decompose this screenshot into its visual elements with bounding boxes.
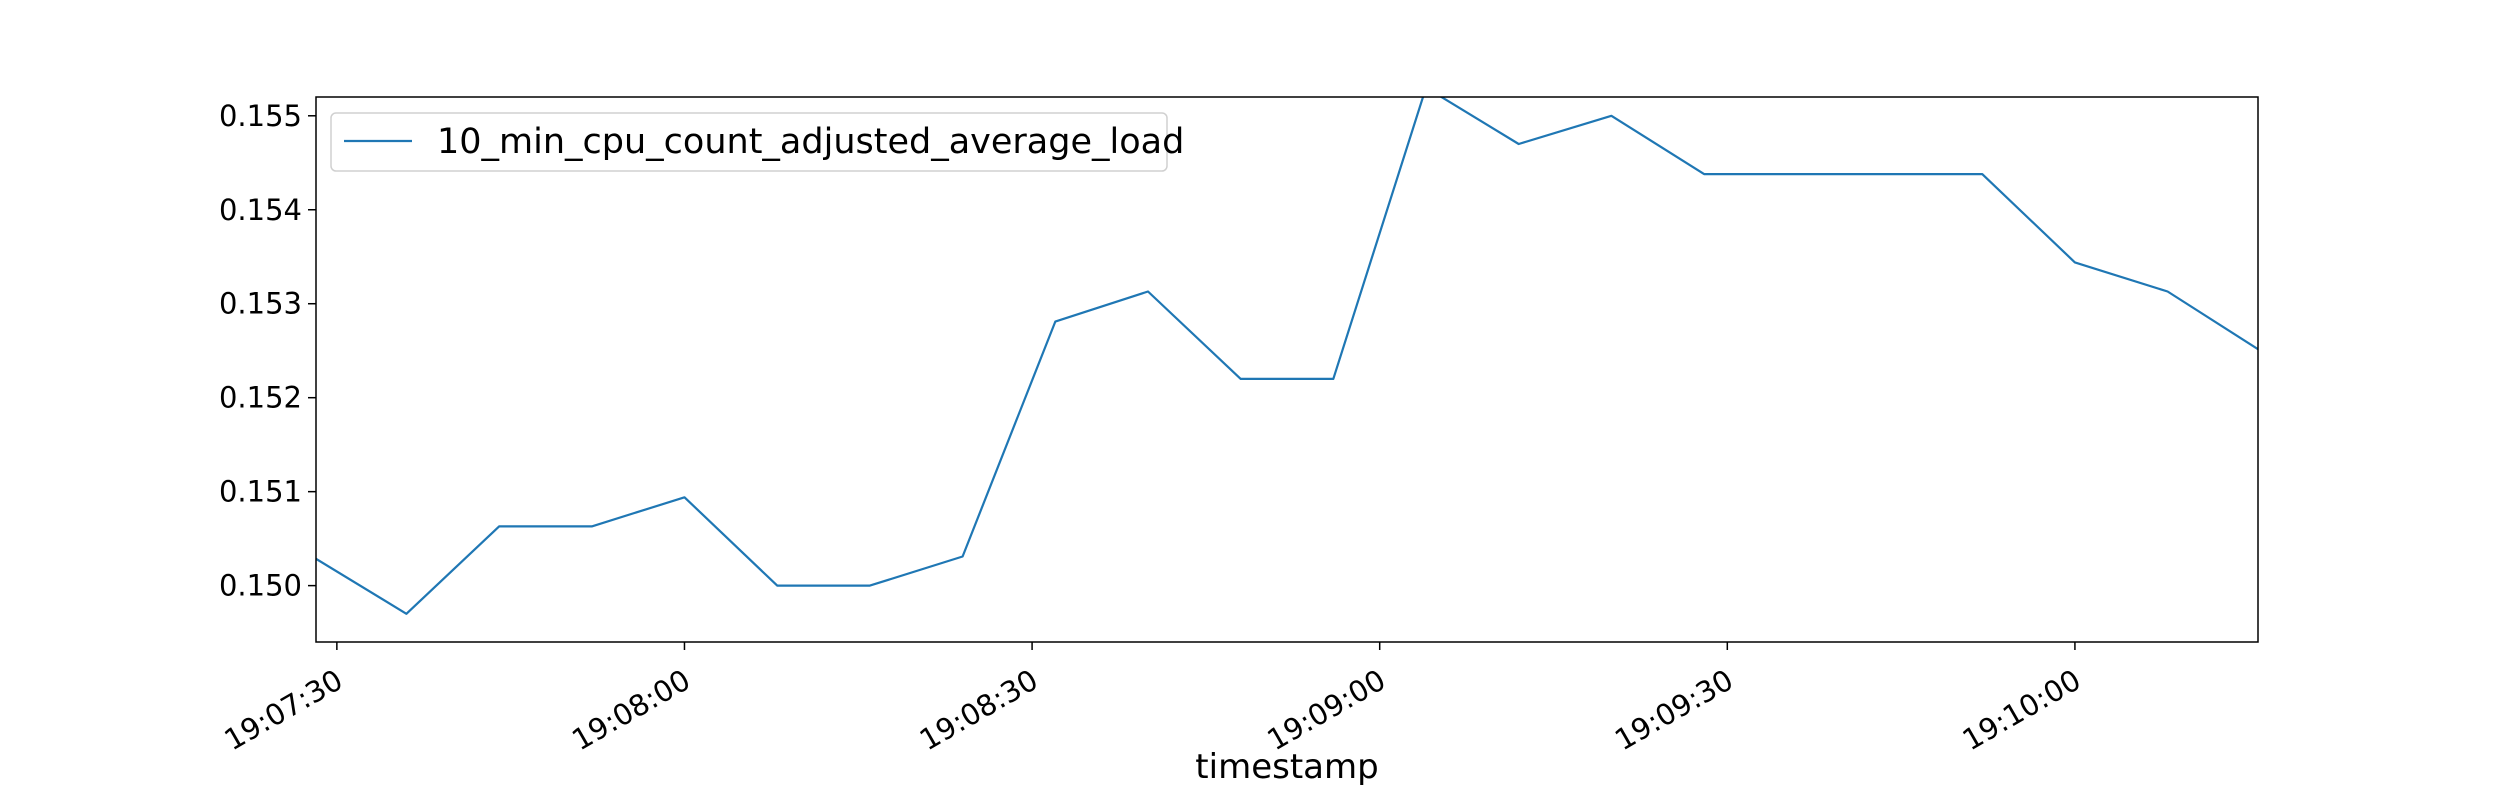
x-axis: 19:07:30 19:08:00 19:08:30 19:09:00 19:09:30… bbox=[219, 642, 2087, 758]
legend-label: 10_min_cpu_count_adjusted_average_load bbox=[437, 122, 1184, 162]
x-tick-label: 19:08:00 bbox=[566, 663, 696, 758]
x-tick-label: 19:09:30 bbox=[1609, 663, 1739, 758]
y-tick-label: 0.155 bbox=[219, 99, 302, 133]
x-tick-label: 19:08:30 bbox=[914, 663, 1044, 758]
y-axis: 0.150 0.151 0.152 0.153 0.154 0.155 bbox=[219, 99, 316, 603]
y-tick-label: 0.151 bbox=[219, 475, 302, 509]
series-layer bbox=[316, 97, 2258, 615]
y-tick-label: 0.152 bbox=[219, 381, 302, 415]
legend: 10_min_cpu_count_adjusted_average_load bbox=[330, 112, 1184, 172]
y-tick-label: 0.153 bbox=[219, 287, 302, 321]
plot-area bbox=[316, 97, 2258, 642]
legend-box bbox=[330, 112, 1168, 172]
y-tick-label: 0.150 bbox=[219, 569, 302, 603]
x-tick-label: 19:09:00 bbox=[1261, 663, 1391, 758]
x-tick-label: 19:10:00 bbox=[1957, 663, 2087, 758]
plot-frame bbox=[315, 96, 2259, 643]
x-axis-label: timestamp bbox=[1195, 747, 1378, 787]
series-line bbox=[316, 97, 2258, 615]
y-tick-label: 0.154 bbox=[219, 193, 302, 227]
x-tick-label: 19:07:30 bbox=[219, 663, 349, 758]
